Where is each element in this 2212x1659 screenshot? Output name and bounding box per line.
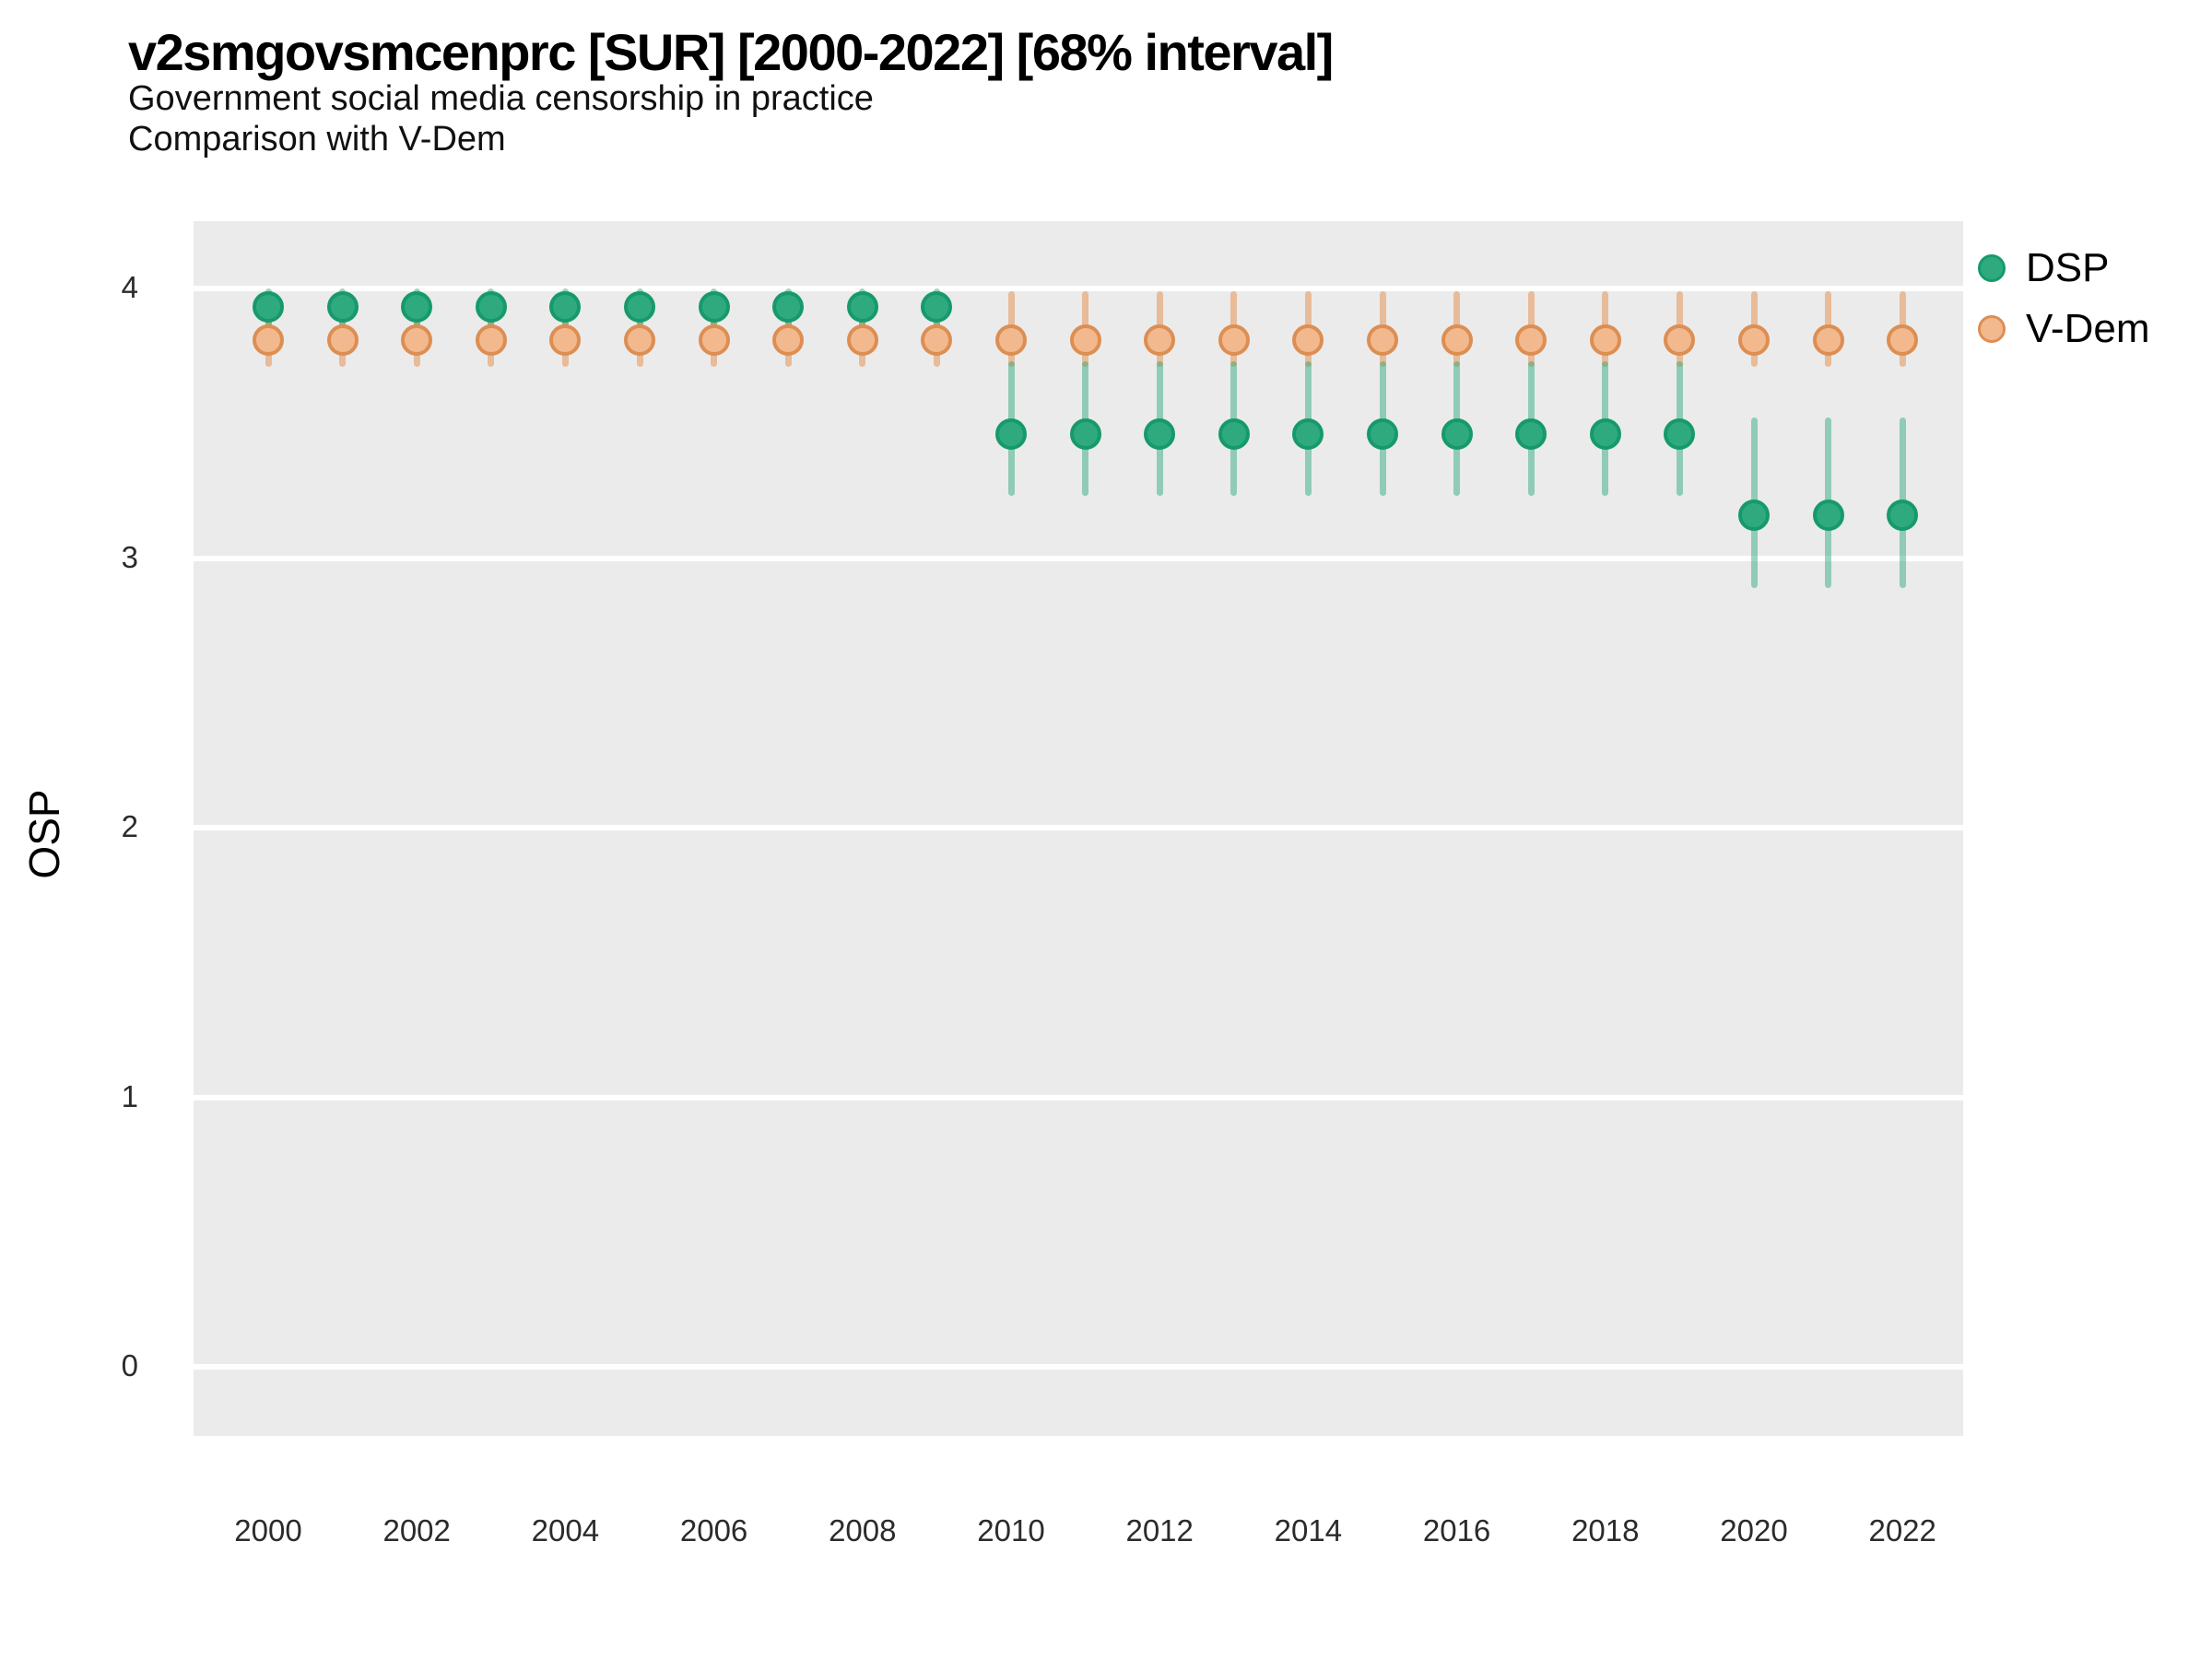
legend-label: V-Dem: [2026, 306, 2150, 351]
x-tick-label-2016: 2016: [1422, 1513, 1491, 1547]
dsp-point-2014: [1292, 418, 1324, 450]
dsp-point-2015: [1367, 418, 1398, 450]
vdem-point-2003: [475, 324, 507, 356]
x-tick-label-2008: 2008: [829, 1513, 897, 1547]
dsp-legend-dot-icon: [1978, 254, 2006, 282]
legend-item-vdem: V-Dem: [1978, 306, 2149, 352]
vdem-point-2007: [772, 324, 805, 356]
chart-subtitle-comparison: Comparison with V-Dem: [128, 120, 506, 159]
dsp-point-2018: [1589, 418, 1621, 450]
x-tick-label-2006: 2006: [679, 1513, 748, 1547]
x-tick-label-2004: 2004: [531, 1513, 600, 1547]
vdem-point-2013: [1218, 324, 1250, 356]
vdem-point-2001: [326, 324, 359, 356]
dsp-point-2021: [1812, 499, 1844, 531]
y-axis-title: OSP: [20, 789, 68, 879]
vdem-point-2004: [549, 324, 582, 356]
dsp-point-2009: [921, 291, 953, 324]
vdem-point-2021: [1812, 324, 1844, 356]
y-tick-label-2: 2: [121, 809, 138, 843]
vdem-point-2000: [253, 324, 284, 356]
vdem-point-2016: [1441, 324, 1473, 356]
dsp-point-2006: [698, 291, 730, 324]
y-tick-label-4: 4: [121, 270, 138, 304]
legend-item-dsp: DSP: [1978, 245, 2149, 291]
dsp-point-2004: [549, 291, 582, 324]
vdem-point-2022: [1887, 324, 1919, 356]
dsp-point-2010: [995, 418, 1027, 450]
vdem-point-2017: [1515, 324, 1547, 356]
vdem-point-2019: [1664, 324, 1696, 356]
dsp-point-2013: [1218, 418, 1250, 450]
x-tick-label-2010: 2010: [977, 1513, 1045, 1547]
dsp-point-2005: [624, 291, 655, 324]
dsp-point-2019: [1664, 418, 1696, 450]
dsp-point-2002: [401, 291, 433, 324]
vdem-point-2009: [921, 324, 953, 356]
x-tick-label-2012: 2012: [1125, 1513, 1194, 1547]
x-tick-label-2018: 2018: [1571, 1513, 1640, 1547]
gridline-y-0: [194, 1364, 1963, 1370]
x-tick-label-2022: 2022: [1868, 1513, 1936, 1547]
plot-panel: [194, 221, 1963, 1436]
x-tick-label-2014: 2014: [1274, 1513, 1343, 1547]
vdem-point-2005: [624, 324, 655, 356]
vdem-point-2015: [1367, 324, 1398, 356]
dsp-point-2011: [1069, 418, 1101, 450]
vdem-legend-dot-icon: [1978, 315, 2006, 343]
dsp-point-2000: [253, 291, 284, 324]
vdem-point-2008: [846, 324, 878, 356]
dsp-point-2001: [326, 291, 359, 324]
dsp-point-2022: [1887, 499, 1919, 531]
vdem-point-2011: [1069, 324, 1101, 356]
vdem-point-2014: [1292, 324, 1324, 356]
dsp-point-2016: [1441, 418, 1473, 450]
x-tick-label-2020: 2020: [1720, 1513, 1788, 1547]
chart-subtitle: Government social media censorship in pr…: [128, 79, 874, 118]
dsp-point-2012: [1144, 418, 1176, 450]
y-tick-label-3: 3: [121, 539, 138, 574]
gridline-y-2: [194, 825, 1963, 830]
chart-title: v2smgovsmcenprc [SUR] [2000-2022] [68% i…: [128, 23, 1334, 81]
vdem-point-2012: [1144, 324, 1176, 356]
dsp-point-2017: [1515, 418, 1547, 450]
x-tick-label-2002: 2002: [382, 1513, 451, 1547]
vdem-point-2002: [401, 324, 433, 356]
dsp-point-2003: [475, 291, 507, 324]
x-tick-label-2000: 2000: [234, 1513, 302, 1547]
vdem-point-2020: [1738, 324, 1770, 356]
legend-label: DSP: [2026, 245, 2110, 290]
gridline-y-4: [194, 286, 1963, 291]
dsp-point-2020: [1738, 499, 1770, 531]
y-tick-label-0: 0: [121, 1348, 138, 1382]
vdem-point-2010: [995, 324, 1027, 356]
vdem-point-2018: [1589, 324, 1621, 356]
gridline-y-1: [194, 1094, 1963, 1100]
dsp-point-2007: [772, 291, 805, 324]
vdem-point-2006: [698, 324, 730, 356]
gridline-y-3: [194, 555, 1963, 561]
dsp-point-2008: [846, 291, 878, 324]
y-tick-label-1: 1: [121, 1078, 138, 1113]
legend: DSP V-Dem: [1978, 245, 2149, 352]
